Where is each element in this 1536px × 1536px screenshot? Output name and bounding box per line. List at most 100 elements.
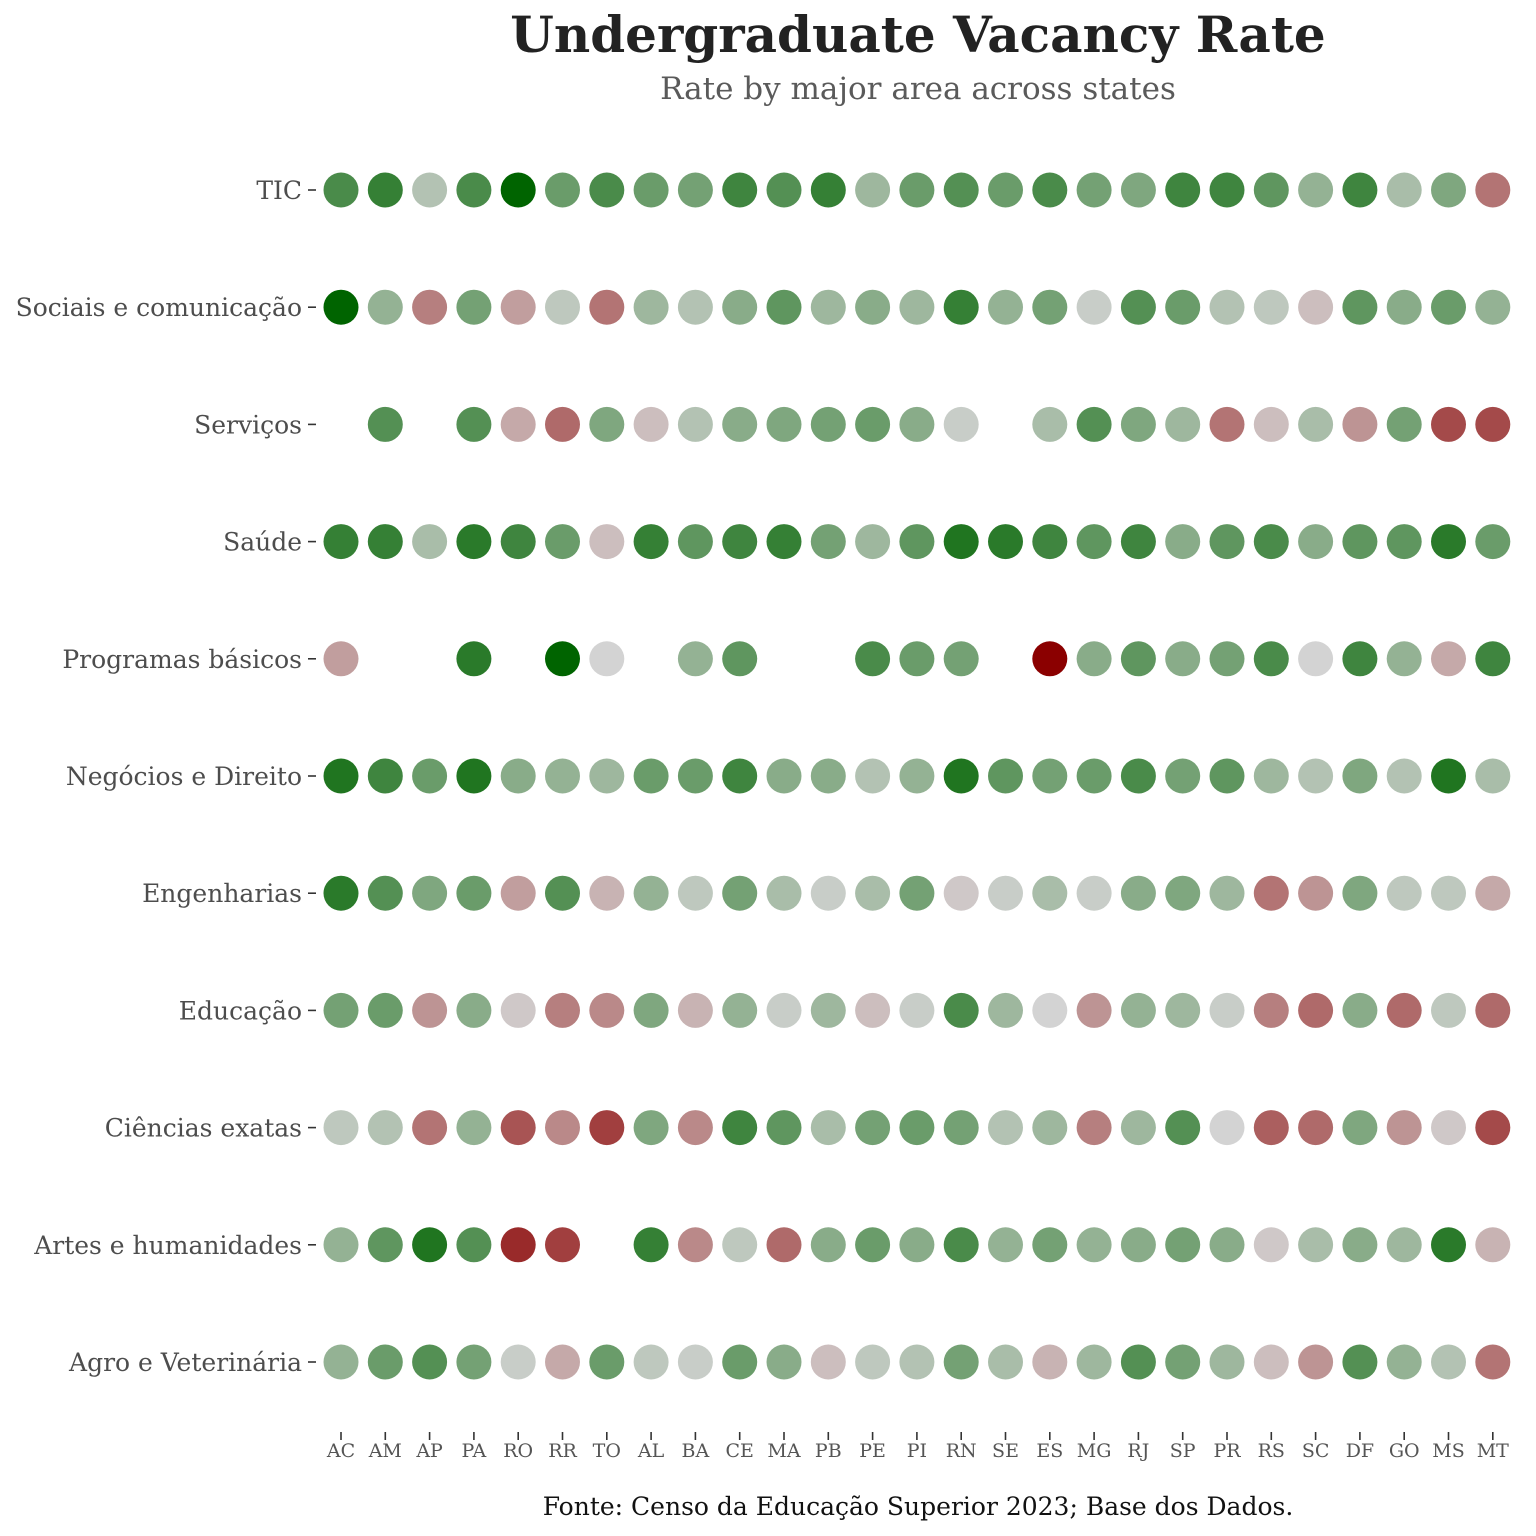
data-dot <box>1076 1227 1112 1263</box>
data-dot <box>899 641 935 677</box>
data-dot <box>1342 992 1378 1028</box>
data-dot <box>1032 1344 1068 1380</box>
data-dot <box>677 758 713 794</box>
data-dot <box>988 1110 1023 1146</box>
x-tick-label: RO <box>503 1440 533 1462</box>
data-dot <box>766 1227 802 1263</box>
data-dot <box>1386 758 1422 794</box>
data-dot <box>1431 524 1466 560</box>
data-dot <box>810 1110 846 1146</box>
data-dot <box>1386 992 1422 1028</box>
data-dot <box>810 172 846 208</box>
data-dot <box>1298 758 1334 794</box>
data-dot <box>1032 758 1068 794</box>
x-tick-label: MG <box>1077 1440 1112 1462</box>
data-dot <box>1386 1110 1422 1146</box>
data-dot <box>1209 524 1245 560</box>
data-dot <box>500 406 536 442</box>
data-dot <box>1253 992 1289 1028</box>
data-dot <box>722 524 758 560</box>
data-dot <box>412 172 448 208</box>
data-dot <box>1298 1344 1334 1380</box>
data-dot <box>545 758 580 794</box>
data-dot <box>677 1227 713 1263</box>
data-dot <box>677 289 713 325</box>
data-dot <box>943 1344 979 1380</box>
data-dot <box>722 406 758 442</box>
data-dot <box>500 524 536 560</box>
data-dot <box>1165 406 1201 442</box>
data-dot <box>1298 992 1334 1028</box>
data-dot <box>943 289 979 325</box>
data-dot <box>722 992 758 1028</box>
data-dot <box>722 875 758 911</box>
data-dot <box>1298 875 1334 911</box>
data-dot <box>1032 1227 1068 1263</box>
data-dot <box>677 641 713 677</box>
data-dot <box>722 1110 758 1146</box>
data-dot <box>1253 289 1289 325</box>
data-dot <box>899 758 935 794</box>
data-dot <box>412 289 448 325</box>
x-tick-label: PA <box>462 1440 487 1462</box>
data-dot <box>1431 992 1466 1028</box>
data-dot <box>1253 1344 1289 1380</box>
data-dot <box>855 289 891 325</box>
x-tick-label: SE <box>992 1440 1019 1462</box>
data-dot <box>1253 758 1289 794</box>
y-tick-label: Saúde <box>223 528 302 557</box>
data-dot <box>810 289 846 325</box>
dot-grid <box>323 172 1511 1380</box>
data-dot <box>1120 1110 1156 1146</box>
data-dot <box>633 1344 669 1380</box>
data-dot <box>1032 172 1068 208</box>
data-dot <box>1386 875 1422 911</box>
x-tick-label: RJ <box>1127 1440 1149 1462</box>
data-dot <box>943 992 979 1028</box>
x-axis: AC AM AP PA RO RR TO AL BA CE MA PB PE PI RN SE ES MG RJ SP… <box>326 1432 1509 1462</box>
data-dot <box>1342 1344 1378 1380</box>
data-dot <box>1120 289 1156 325</box>
data-dot <box>1298 1110 1334 1146</box>
data-dot <box>323 1227 359 1263</box>
data-dot <box>1076 992 1112 1028</box>
data-dot <box>722 758 758 794</box>
data-dot <box>1298 1227 1334 1263</box>
data-dot <box>412 1344 448 1380</box>
data-dot <box>633 1227 669 1263</box>
data-dot <box>1253 641 1289 677</box>
y-tick-label: TIC <box>256 176 302 205</box>
data-dot <box>722 172 758 208</box>
data-dot <box>367 172 403 208</box>
chart-title: Undergraduate Vacancy Rate <box>510 5 1326 64</box>
data-dot <box>943 1110 979 1146</box>
y-axis: TIC Sociais e comunicação Serviços Saúde Pro… <box>16 176 316 1377</box>
data-dot <box>1209 1227 1245 1263</box>
chart-subtitle: Rate by major area across states <box>660 71 1176 107</box>
data-dot <box>1165 875 1201 911</box>
y-tick-label: Agro e Veterinária <box>68 1348 302 1377</box>
data-dot <box>766 524 802 560</box>
data-dot <box>899 406 935 442</box>
data-dot <box>1431 406 1466 442</box>
data-dot <box>1431 172 1466 208</box>
data-dot <box>1298 289 1334 325</box>
data-dot <box>500 875 536 911</box>
data-dot <box>456 641 492 677</box>
data-dot <box>456 289 492 325</box>
x-tick-label: AC <box>326 1440 355 1462</box>
data-dot <box>1076 172 1112 208</box>
data-dot <box>545 1227 580 1263</box>
data-dot <box>1475 1344 1511 1380</box>
data-dot <box>589 875 625 911</box>
data-dot <box>899 289 935 325</box>
data-dot <box>1209 172 1245 208</box>
data-dot <box>722 1227 758 1263</box>
chart-caption: Fonte: Censo da Educação Superior 2023; … <box>543 1492 1294 1521</box>
data-dot <box>323 289 359 325</box>
data-dot <box>1475 1227 1511 1263</box>
data-dot <box>677 172 713 208</box>
data-dot <box>1342 172 1378 208</box>
data-dot <box>456 758 492 794</box>
data-dot <box>722 289 758 325</box>
